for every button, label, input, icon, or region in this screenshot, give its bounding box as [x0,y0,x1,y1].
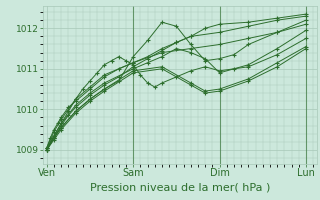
X-axis label: Pression niveau de la mer( hPa ): Pression niveau de la mer( hPa ) [90,182,270,192]
